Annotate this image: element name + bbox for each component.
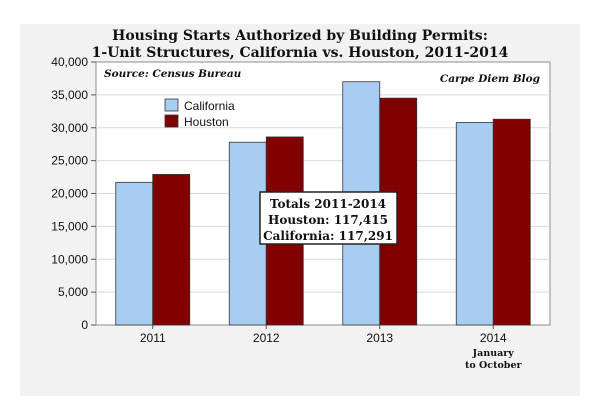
x-tick-label: 2014 [480,331,507,345]
x-tick-label: 2012 [253,331,280,345]
y-tick-label: 40,000 [51,55,88,69]
y-tick-label: 10,000 [51,252,88,266]
bar-houston-2011 [152,174,191,326]
totals-annotation: Totals 2011-2014 Houston: 117,415 Californ… [259,191,398,245]
bar-california-2011 [115,181,154,326]
x-tick-label: 2011 [140,331,166,345]
y-tick-label: 25,000 [51,154,88,168]
annotation-line: Totals 2011-2014 [270,197,386,211]
y-tick-label: 35,000 [51,88,88,102]
bar-houston-2013 [379,97,418,326]
y-tick-label: 30,000 [51,121,88,135]
bars [115,81,531,326]
legend-swatch-houston [164,114,179,128]
chart-subtitle: 1-Unit Structures, California vs. Housto… [92,45,509,61]
chart: Housing Starts Authorized by Building Pe… [51,28,551,371]
bar-california-2014 [455,122,494,326]
x-tick-sublabel: to October [465,360,523,371]
legend-label-houston: Houston [184,115,229,129]
y-tick-label: 20,000 [51,187,88,201]
legend-swatch-california [164,98,179,112]
y-tick-label: 5,000 [58,285,88,299]
chart-title: Housing Starts Authorized by Building Pe… [112,28,488,44]
x-tick-sublabel: January [472,348,515,359]
bar-houston-2014 [492,118,531,326]
credit-note: Carpe Diem Blog [440,73,540,85]
source-note: Source: Census Bureau [104,68,242,80]
y-tick-label: 0 [81,318,88,332]
annotation-line: Houston: 117,415 [268,213,388,227]
annotation-box [259,191,398,245]
legend-label-california: California [184,99,235,113]
y-axis: 0 5,000 10,000 15,000 20,000 25,000 30,000 35,0… [51,55,96,332]
legend: California Houston [164,98,235,129]
y-tick-label: 15,000 [51,219,88,233]
chart-frame: Housing Starts Authorized by Building Pe… [20,24,580,396]
x-tick-label: 2013 [366,331,393,345]
annotation-line: California: 117,291 [263,229,393,243]
